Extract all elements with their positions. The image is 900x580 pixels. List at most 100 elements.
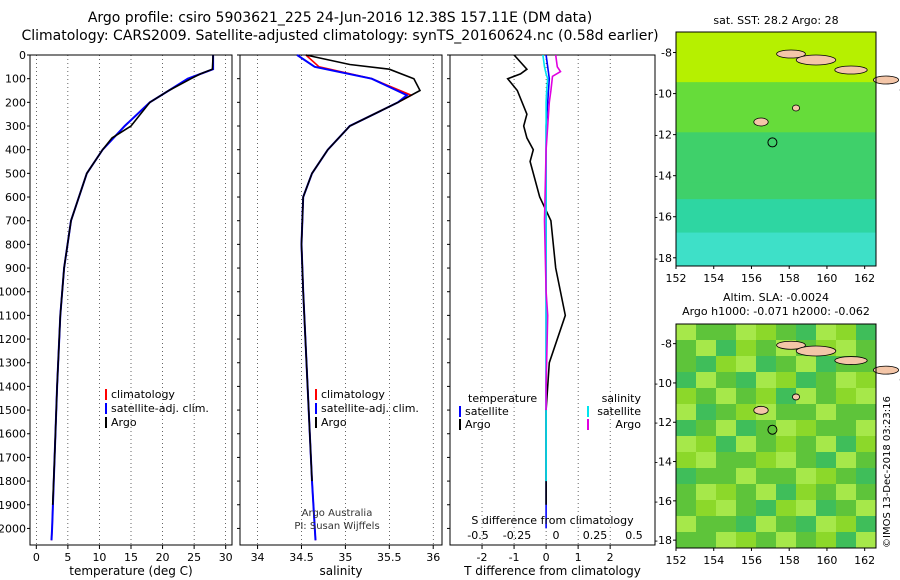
map-cell-sst: [676, 132, 697, 150]
map-cell-sst: [696, 82, 717, 100]
map-cell-sst: [816, 215, 837, 234]
map-cell-sla: [796, 484, 817, 501]
map-cell-sla: [676, 372, 697, 389]
map-cell-sla: [856, 404, 877, 421]
map-cell-sla: [776, 516, 797, 533]
y-tick-label: 600: [5, 191, 26, 204]
map-cell-sst: [716, 32, 737, 50]
map-cell-sla: [736, 404, 757, 421]
map-cell-sst: [716, 249, 737, 267]
map-cell-sla: [676, 500, 697, 517]
map-cell-sst: [676, 32, 697, 50]
map-cell-sst: [776, 182, 797, 200]
y-tick-label: 1900: [0, 499, 26, 512]
map-cell-sst: [816, 249, 837, 267]
map-cell-sst: [796, 65, 817, 83]
map-island-sst: [776, 49, 806, 59]
legend-label-diff-left: temperature: [468, 392, 537, 405]
map-cell-sla: [716, 532, 737, 549]
map-cell-sla: [816, 324, 837, 341]
map-x-label-sla: 160: [816, 554, 837, 567]
map-cell-sst: [736, 249, 757, 267]
legend-label-sal: climatology: [321, 388, 385, 401]
y-tick-label: 200: [5, 96, 26, 109]
map-cell-sla: [796, 532, 817, 549]
map-cell-sla: [796, 452, 817, 469]
map-cell-sst: [856, 165, 877, 183]
map-cell-sla: [756, 420, 777, 437]
map-cell-sla: [676, 468, 697, 485]
map-x-label-sst: 160: [816, 272, 837, 285]
legend-label-temp: climatology: [111, 388, 175, 401]
map-cell-sla: [716, 372, 737, 389]
map-cell-sst: [716, 48, 737, 66]
map-cell-sst: [716, 182, 737, 200]
map-cell-sla: [676, 436, 697, 453]
map-cell-sst: [696, 232, 717, 250]
map-cell-sla: [796, 404, 817, 421]
map-cell-sla: [716, 324, 737, 341]
salinity-axis-label: salinity: [319, 564, 362, 578]
map-cell-sst: [716, 165, 737, 183]
map-cell-sla: [796, 372, 817, 389]
map-cell-sst: [796, 232, 817, 250]
credit-text: PI: Susan Wijffels: [294, 521, 379, 532]
map-cell-sst: [676, 165, 697, 183]
series-line-temp-2: [51, 54, 214, 505]
map-cell-sla: [676, 532, 697, 549]
map-cell-sla: [716, 404, 737, 421]
temperature-axis-label: temperature (deg C): [69, 564, 192, 578]
map-cell-sst: [716, 215, 737, 234]
x-tick-label-diff: 2: [607, 551, 614, 564]
map-cell-sst: [696, 115, 717, 133]
y-tick-label: 1700: [0, 451, 26, 464]
map-island-sla: [834, 356, 868, 365]
map-cell-sst: [776, 132, 797, 150]
map-cell-sst: [696, 132, 717, 150]
map-cell-sla: [856, 388, 877, 405]
map-cell-sst: [756, 182, 777, 200]
map-cell-sla: [856, 452, 877, 469]
map-cell-sst: [816, 82, 837, 100]
map-cell-sla: [736, 388, 757, 405]
map-cell-sla: [716, 436, 737, 453]
map-x-label-sla: 156: [741, 554, 762, 567]
map-y-label-sla: -8: [661, 338, 672, 351]
map-cell-sla: [696, 452, 717, 469]
map-y-label-sst: -14: [654, 170, 672, 183]
map-cell-sst: [796, 32, 817, 50]
map-cell-sla: [856, 324, 877, 341]
map-cell-sst: [716, 232, 737, 250]
map-cell-sla: [736, 484, 757, 501]
map-cell-sst: [736, 115, 757, 133]
map-cell-sla: [856, 500, 877, 517]
map-cell-sst: [716, 199, 737, 217]
map-cell-sla: [856, 372, 877, 389]
map-cell-sst: [836, 182, 857, 200]
x-tick-label-temp: 0: [33, 551, 40, 564]
map-cell-sst: [796, 115, 817, 133]
map-cell-sst: [696, 199, 717, 217]
map-x-label-sla: 162: [854, 554, 875, 567]
map-cell-sla: [736, 340, 757, 357]
map-cell-sst: [836, 82, 857, 100]
map-cell-sla: [796, 420, 817, 437]
map-cell-sla: [816, 484, 837, 501]
map-frame-sst: [675, 31, 877, 267]
map-cell-sla: [796, 468, 817, 485]
map-cell-sst: [816, 132, 837, 150]
map-profile-marker-sla: [767, 424, 778, 435]
x-tick-label-diff: -1: [509, 551, 520, 564]
legend-label-sal: Argo: [321, 416, 347, 429]
diff-s-tick-label: -0.25: [503, 529, 531, 542]
map-profile-marker-sst: [767, 137, 778, 148]
map-cell-sla: [736, 532, 757, 549]
map-cell-sla: [716, 452, 737, 469]
map-cell-sla: [856, 484, 877, 501]
map-cell-sst: [716, 115, 737, 133]
legend-label-diff-left: Argo: [465, 418, 491, 431]
map-cell-sla: [696, 484, 717, 501]
y-tick-label: 900: [5, 262, 26, 275]
map-cell-sst: [736, 82, 757, 100]
